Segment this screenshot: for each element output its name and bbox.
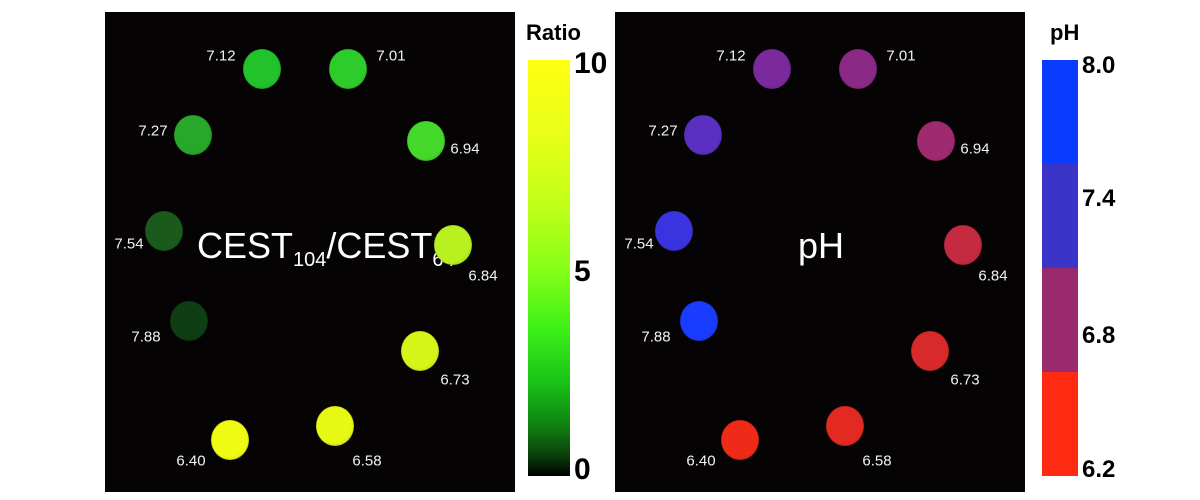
ratio-spot-label: 6.58: [352, 452, 382, 470]
ratio-tick-10: 10: [574, 47, 608, 80]
ph-spot-label: 7.54: [624, 235, 654, 253]
ratio-tick-5: 5: [574, 255, 591, 288]
ph-spot: [917, 121, 955, 161]
ph-spot-label: 6.73: [950, 371, 980, 389]
ph-spot: [680, 301, 718, 341]
ratio-spot: [170, 301, 208, 341]
ph-spot-label: 6.84: [978, 267, 1008, 285]
ph-spot: [839, 49, 877, 89]
ratio-tick-0: 0: [574, 453, 591, 486]
ratio-spot-label: 7.27: [138, 122, 168, 140]
ph-spot: [684, 115, 722, 155]
ph-map-panel: pH 7.12 7.01 6.94 6.84 6.73 6.58 6.40 7.88 7.54 7…: [615, 12, 1025, 492]
ph-colorbar-segment: [1042, 60, 1078, 164]
ph-spot-label: 6.58: [862, 452, 892, 470]
ph-spot-label: 6.40: [686, 452, 716, 470]
ratio-spot-label: 7.54: [114, 235, 144, 253]
ratio-spot: [407, 121, 445, 161]
ratio-spot-label: 7.01: [376, 47, 406, 65]
ratio-spot-label: 6.94: [450, 140, 480, 158]
ratio-spot: [316, 406, 354, 446]
ph-tick-7-4: 7.4: [1082, 185, 1116, 212]
ph-tick-6-2: 6.2: [1082, 456, 1116, 483]
ph-spot-label: 7.88: [641, 328, 671, 346]
ratio-spot: [211, 420, 249, 460]
ratio-spot: [434, 225, 472, 265]
ratio-map-title: CEST104/CEST64: [197, 225, 455, 271]
ph-map-title: pH: [798, 225, 845, 266]
ph-colorbar-segment: [1042, 372, 1078, 476]
ph-spot-label: 7.12: [716, 47, 746, 65]
ratio-colorbar: [528, 60, 570, 476]
ph-tick-6-8: 6.8: [1082, 322, 1116, 349]
ph-colorbar-title: pH: [1050, 20, 1080, 45]
ratio-spot: [329, 49, 367, 89]
ratio-spot: [174, 115, 212, 155]
ph-spot: [826, 406, 864, 446]
ph-spot: [911, 331, 949, 371]
ph-spot: [753, 49, 791, 89]
ratio-spot-label: 7.12: [206, 47, 236, 65]
ph-colorbar-segment: [1042, 268, 1078, 372]
ph-spot: [944, 225, 982, 265]
ph-tick-8-0: 8.0: [1082, 52, 1116, 79]
ph-spot-label: 7.01: [886, 47, 916, 65]
ph-colorbar: [1042, 60, 1078, 476]
ratio-map-panel: CEST104/CEST64 7.12 7.01 6.94 6.84 6.73 6.58 6…: [105, 12, 515, 492]
ratio-spot: [145, 211, 183, 251]
ratio-spot-label: 7.88: [131, 328, 161, 346]
ratio-spot: [401, 331, 439, 371]
ratio-spot: [243, 49, 281, 89]
ph-spot: [721, 420, 759, 460]
ratio-spot-label: 6.73: [440, 371, 470, 389]
ph-spot: [655, 211, 693, 251]
ratio-spot-label: 6.40: [176, 452, 206, 470]
ratio-spot-label: 6.84: [468, 267, 498, 285]
ph-colorbar-segment: [1042, 164, 1078, 268]
ph-spot-label: 6.94: [960, 140, 990, 158]
ratio-colorbar-title: Ratio: [526, 20, 581, 45]
ph-spot-label: 7.27: [648, 122, 678, 140]
